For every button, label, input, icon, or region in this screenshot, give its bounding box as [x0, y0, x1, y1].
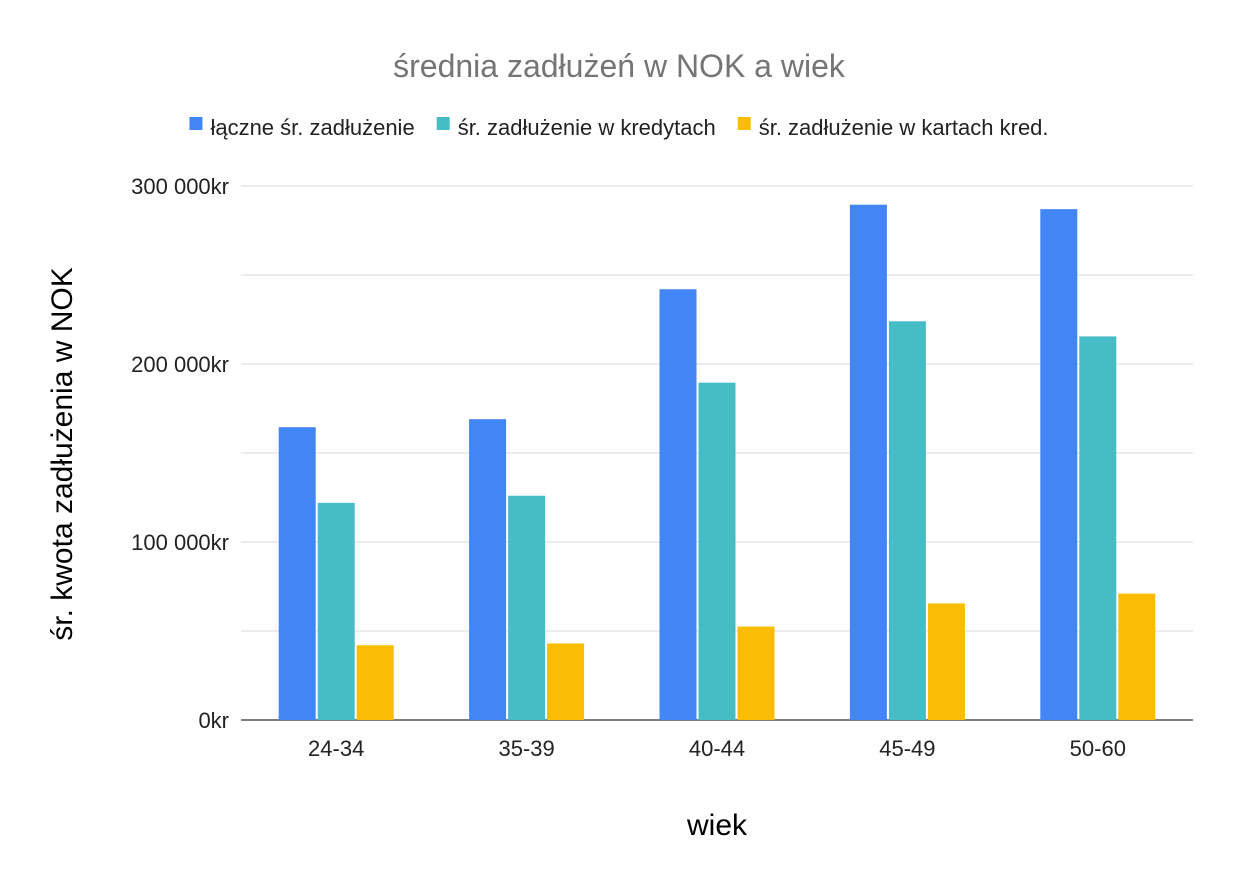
bar — [1118, 593, 1156, 720]
legend-item: łączne śr. zadłużenie — [189, 115, 415, 140]
bar — [469, 419, 507, 720]
legend-swatch — [436, 117, 450, 130]
y-tick-label: 300 000kr — [131, 174, 229, 199]
legend-label: łączne śr. zadłużenie — [210, 115, 414, 140]
bars — [278, 204, 1156, 720]
bar — [698, 382, 736, 720]
bar — [547, 643, 585, 720]
legend-item: śr. zadłużenie w kartach kred. — [737, 115, 1049, 140]
x-axis-title: wiek — [686, 809, 748, 842]
x-tick-label: 24-34 — [308, 736, 364, 761]
x-tick-label: 40-44 — [689, 736, 745, 761]
bar — [927, 603, 965, 720]
y-tick-label: 0kr — [198, 708, 229, 733]
bar — [278, 427, 316, 720]
legend-label: śr. zadłużenie w kredytach — [458, 115, 716, 140]
bar — [508, 495, 546, 720]
legend-swatch — [189, 117, 203, 130]
bar — [317, 502, 355, 720]
legend-swatch — [737, 117, 751, 130]
legend-label: śr. zadłużenie w kartach kred. — [759, 115, 1049, 140]
x-tick-label: 50-60 — [1070, 736, 1126, 761]
y-axis-ticks: 0kr 100 000kr 200 000kr 300 000kr — [131, 174, 229, 733]
x-axis-ticks: 24-34 35-39 40-44 45-49 50-60 — [308, 736, 1126, 761]
y-tick-label: 100 000kr — [131, 530, 229, 555]
y-tick-label: 200 000kr — [131, 352, 229, 377]
legend-item: śr. zadłużenie w kredytach — [436, 115, 716, 140]
x-tick-label: 45-49 — [879, 736, 935, 761]
legend: łączne śr. zadłużenie śr. zadłużenie w kr… — [189, 115, 1049, 140]
y-axis-title: śr. kwota zadłużenia w NOK — [46, 267, 79, 641]
bar — [737, 626, 775, 720]
bar — [888, 321, 926, 720]
bar — [356, 645, 394, 720]
bar — [659, 289, 697, 720]
bar — [1040, 209, 1078, 720]
bar — [849, 204, 887, 720]
chart-title: średnia zadłużeń w NOK a wiek — [393, 48, 846, 84]
bar — [1079, 336, 1117, 720]
x-tick-label: 35-39 — [498, 736, 554, 761]
